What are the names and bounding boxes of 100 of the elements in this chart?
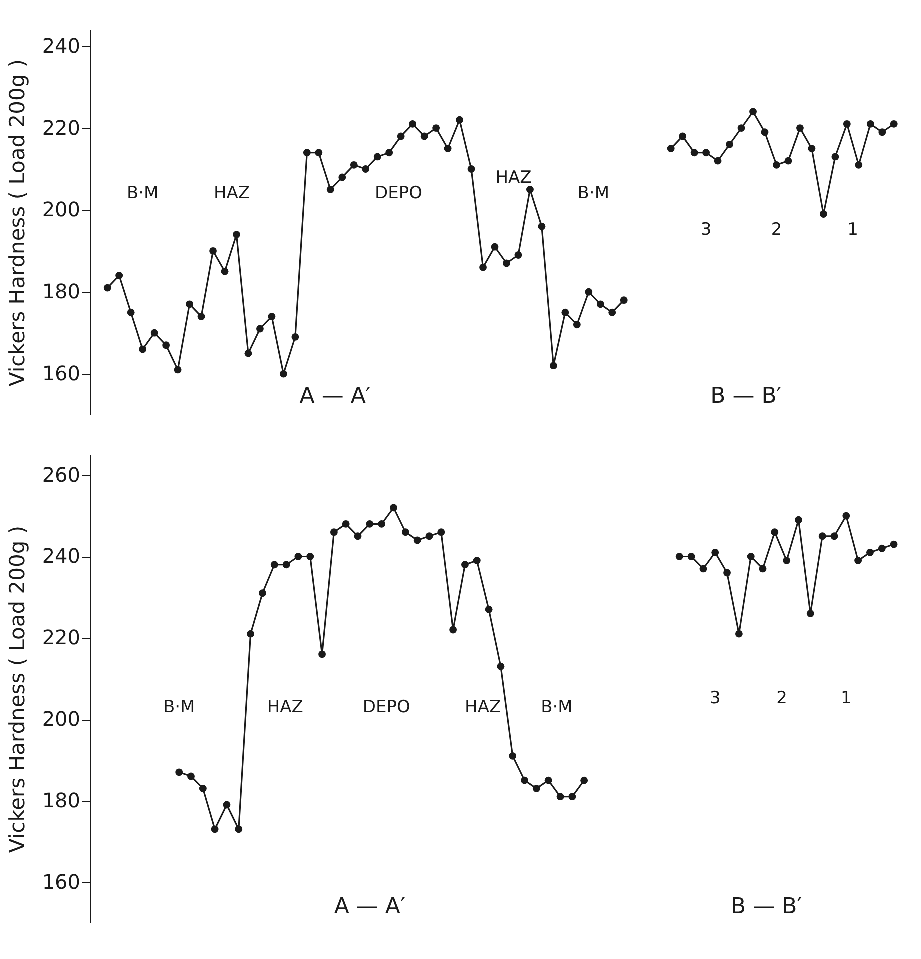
point [832, 153, 840, 161]
y-tick-label: 240 [42, 34, 80, 58]
point [712, 548, 720, 556]
point [750, 108, 757, 116]
annotation: HAZ [214, 184, 250, 204]
point [233, 231, 240, 238]
point [318, 650, 326, 658]
point [198, 313, 206, 320]
point [585, 288, 593, 296]
point [556, 793, 564, 801]
point [450, 626, 458, 634]
annotation: B·M [163, 698, 196, 718]
point [104, 284, 112, 292]
annotation: B — B′ [731, 894, 802, 920]
point [420, 132, 428, 140]
y-tick-label: 200 [42, 707, 80, 732]
point [462, 561, 469, 569]
point [444, 145, 452, 152]
point [795, 516, 802, 524]
point [362, 166, 370, 173]
annotation: DEPO [362, 698, 410, 718]
point [568, 793, 576, 801]
point [714, 157, 722, 165]
point [221, 268, 229, 276]
point [456, 116, 464, 124]
point [526, 186, 534, 194]
point [573, 321, 581, 329]
y-tick-label: 220 [42, 116, 80, 140]
point [491, 243, 499, 251]
point [890, 120, 898, 128]
point [390, 504, 398, 512]
point [199, 785, 207, 792]
point [866, 120, 874, 128]
annotation: B·M [541, 698, 573, 718]
point [771, 528, 779, 536]
point [186, 300, 194, 308]
point [679, 132, 687, 140]
point [468, 166, 476, 173]
point [688, 553, 696, 560]
point [330, 528, 338, 536]
point [426, 532, 434, 540]
point [282, 561, 290, 569]
y-tick-label: 200 [42, 198, 80, 222]
point [294, 553, 302, 560]
point [509, 752, 517, 760]
point [303, 149, 311, 157]
point [480, 264, 487, 272]
point [292, 333, 300, 341]
point [150, 329, 158, 337]
point [223, 801, 231, 809]
y-tick-label: 160 [42, 362, 80, 386]
point [259, 590, 266, 598]
point [796, 124, 804, 132]
point [366, 520, 374, 528]
point [550, 362, 558, 370]
annotation: B·M [126, 184, 159, 204]
point [726, 140, 734, 148]
annotation: 1 [848, 220, 858, 240]
annotation: A — A′ [300, 384, 371, 409]
point [690, 149, 698, 157]
point [247, 630, 255, 638]
point [473, 557, 481, 565]
point [608, 308, 616, 316]
annotation: B — B′ [710, 384, 782, 409]
point [667, 145, 675, 152]
point [700, 565, 708, 573]
point [244, 350, 252, 358]
point [306, 553, 314, 560]
point [580, 776, 588, 784]
annotation: A — A′ [334, 894, 406, 920]
annotation: HAZ [465, 698, 502, 718]
point [139, 346, 147, 354]
point [174, 366, 182, 374]
point [538, 222, 546, 230]
point [378, 520, 386, 528]
annotation: 1 [840, 688, 852, 708]
annotation: 2 [771, 220, 782, 240]
point [280, 370, 288, 378]
point [402, 528, 410, 536]
point [485, 606, 493, 614]
point [386, 149, 394, 157]
point [773, 161, 780, 169]
point [620, 296, 628, 304]
y-tick-label: 260 [42, 462, 80, 487]
annotation: DEPO [375, 184, 422, 204]
point [188, 772, 195, 780]
point [784, 157, 792, 165]
y-tick-label: 220 [42, 626, 80, 650]
point [270, 561, 278, 569]
point [342, 520, 350, 528]
point [354, 532, 362, 540]
point [866, 548, 874, 556]
point [702, 149, 710, 157]
point [497, 662, 505, 670]
y-tick-label: 160 [42, 870, 80, 894]
point [747, 553, 755, 560]
y-tick-label: 180 [42, 788, 80, 812]
point [338, 174, 346, 182]
point [562, 308, 570, 316]
point [596, 300, 604, 308]
